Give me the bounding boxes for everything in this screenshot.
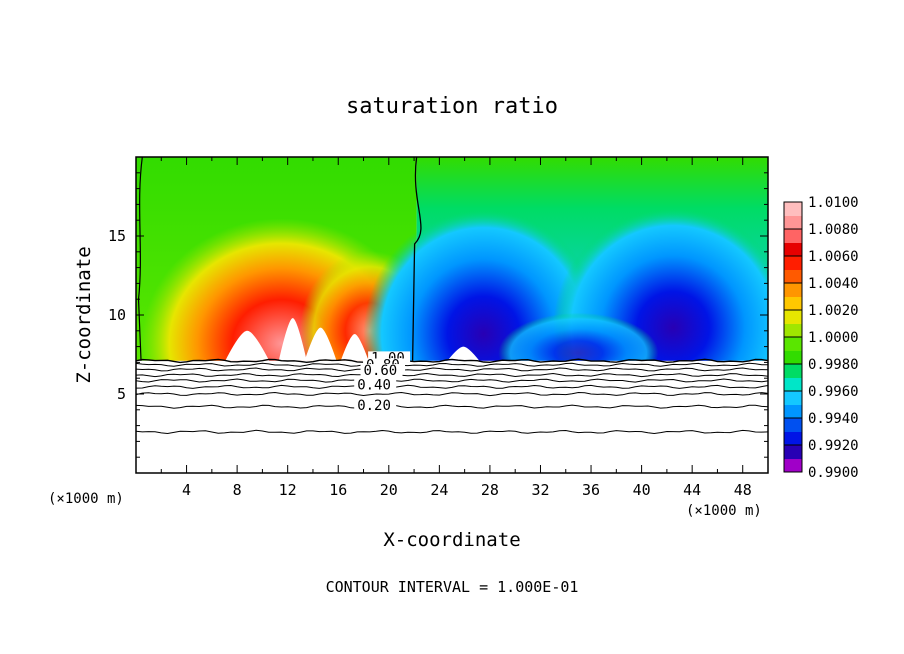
- colorbar-band-5: [784, 391, 802, 405]
- contour-line-0.2: [135, 404, 769, 409]
- contour-line-0.1: [135, 429, 769, 435]
- saturation-boundary-left: [137, 157, 143, 361]
- x-axis-unit-right: (×1000 m): [686, 503, 762, 519]
- colorbar-band-15: [784, 256, 802, 270]
- subsaturated-layer: [136, 360, 768, 473]
- x-axis-label: X-coordinate: [383, 529, 520, 551]
- colorbar-band-8: [784, 350, 802, 365]
- x-tick-label-20: 20: [380, 481, 398, 499]
- contour-labels: 1.000.800.600.400.20: [354, 350, 411, 414]
- contour-line-0.8: [135, 367, 769, 372]
- x-tick-label-36: 36: [582, 481, 600, 499]
- y-tick-label-10: 10: [108, 306, 126, 324]
- colorbar-band-3: [784, 418, 802, 432]
- x-tick-label-32: 32: [531, 481, 549, 499]
- colorbar-band-14: [784, 269, 802, 284]
- saturation-boundary-line: [411, 157, 422, 361]
- x-tick-label-24: 24: [430, 481, 448, 499]
- colorbar-band-17: [784, 229, 802, 243]
- contour-lines: [135, 358, 769, 435]
- colorbar-band-4: [784, 404, 802, 419]
- colorbar-band-0: [784, 458, 802, 473]
- colorbar-label-0: 1.0100: [808, 195, 859, 211]
- colorbar: 1.0100 1.0080 1.0060 1.0040 1.0020 1.0000 0.99…: [783, 195, 859, 481]
- unsaturated-pocket-3: [340, 333, 369, 361]
- colorbar-band-1: [784, 445, 802, 459]
- y-tick-label-5: 5: [117, 385, 126, 403]
- x-tick-label-16: 16: [329, 481, 347, 499]
- contour-label-bg-2: [360, 364, 403, 378]
- colorbar-band-19: [784, 202, 802, 216]
- x-tick-label-8: 8: [233, 481, 242, 499]
- contour-line-0.7: [135, 372, 769, 378]
- unsaturated-pocket-4: [447, 346, 480, 361]
- y-tick-label-15: 15: [108, 227, 126, 245]
- contour-label-4: 0.20: [357, 398, 391, 414]
- y-axis-label: Z-coordinate: [73, 246, 95, 383]
- x-axis-unit-left: (×1000 m): [48, 491, 124, 507]
- x-axis-ticks: 4 8 12 16 20 24 28 32 36 40 44 48: [160, 157, 752, 499]
- contour-interval-note: CONTOUR INTERVAL = 1.000E-01: [326, 578, 579, 596]
- x-tick-label-48: 48: [734, 481, 752, 499]
- unsaturated-pocket-1: [278, 318, 307, 361]
- x-tick-label-12: 12: [279, 481, 297, 499]
- unsaturated-pocket-2: [304, 327, 337, 361]
- colorbar-band-7: [784, 364, 802, 378]
- colorbar-label-9: 0.9920: [808, 438, 859, 454]
- contour-line-0.5: [135, 384, 769, 389]
- colorbar-label-1: 1.0080: [808, 222, 859, 238]
- contour-line-0.4: [135, 391, 769, 397]
- colorbar-band-13: [784, 283, 802, 297]
- colorbar-band-9: [784, 337, 802, 351]
- colorbar-band-11: [784, 310, 802, 324]
- contour-label-2: 0.60: [364, 363, 398, 379]
- contour-label-bg-3: [354, 378, 397, 392]
- colorbar-band-16: [784, 242, 802, 257]
- colorbar-label-4: 1.0020: [808, 303, 859, 319]
- colorbar-band-10: [784, 323, 802, 338]
- x-tick-label-44: 44: [683, 481, 701, 499]
- x-tick-label-40: 40: [633, 481, 651, 499]
- contour-line-1: [135, 358, 769, 364]
- colorbar-label-7: 0.9960: [808, 384, 859, 400]
- colorbar-band-2: [784, 431, 802, 446]
- colorbar-label-5: 1.0000: [808, 330, 859, 346]
- saturation-field: [136, 157, 768, 473]
- chart-title: saturation ratio: [346, 94, 558, 119]
- x-tick-label-4: 4: [182, 481, 191, 499]
- unsaturated-pocket-0: [225, 330, 270, 361]
- contour-label-bg-4: [354, 398, 397, 412]
- colorbar-label-2: 1.0060: [808, 249, 859, 265]
- colorbar-label-8: 0.9940: [808, 411, 859, 427]
- contour-line-0.9: [135, 362, 768, 367]
- colorbar-band-18: [784, 215, 802, 230]
- colorbar-label-3: 1.0040: [808, 276, 859, 292]
- contour-line-0.6: [135, 378, 769, 383]
- x-tick-label-28: 28: [481, 481, 499, 499]
- colorbar-band-6: [784, 377, 802, 392]
- contour-label-3: 0.40: [357, 377, 391, 393]
- colorbar-label-6: 0.9980: [808, 357, 859, 373]
- colorbar-label-10: 0.9900: [808, 465, 859, 481]
- colorbar-band-12: [784, 296, 802, 311]
- y-axis-ticks: 5 10 15: [108, 172, 768, 458]
